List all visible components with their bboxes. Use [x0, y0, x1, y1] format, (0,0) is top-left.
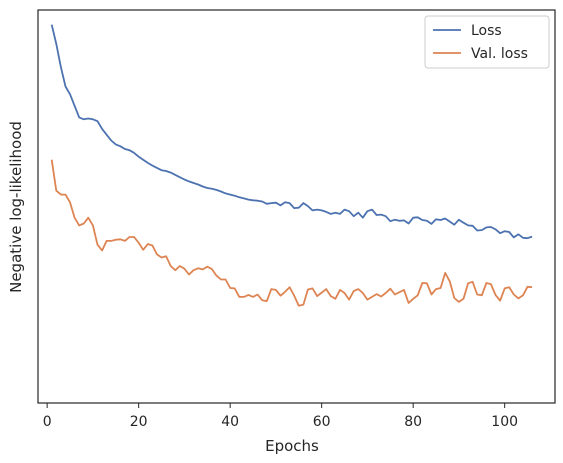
x-axis-ticks: 0 20 40 60 80 100 [43, 403, 518, 430]
series-line-val-loss [50, 159, 533, 307]
plot-area [37, 9, 556, 404]
x-tick-label: 60 [313, 414, 331, 430]
x-tick-label: 80 [404, 414, 422, 430]
y-axis-label: Negative log-likelihood [7, 121, 25, 293]
legend-label-val-loss: Val. loss [471, 46, 528, 62]
legend-label-loss: Loss [471, 23, 502, 39]
x-tick-label: 20 [130, 414, 148, 430]
legend-box [424, 15, 550, 69]
x-tick-label: 40 [221, 414, 239, 430]
legend: Loss Val. loss [424, 15, 550, 69]
x-tick-label: 100 [491, 414, 518, 430]
series-layer [50, 24, 533, 307]
x-axis-label: Epochs [265, 437, 319, 455]
x-tick-label: 0 [43, 414, 52, 430]
series-line-loss [50, 24, 533, 240]
